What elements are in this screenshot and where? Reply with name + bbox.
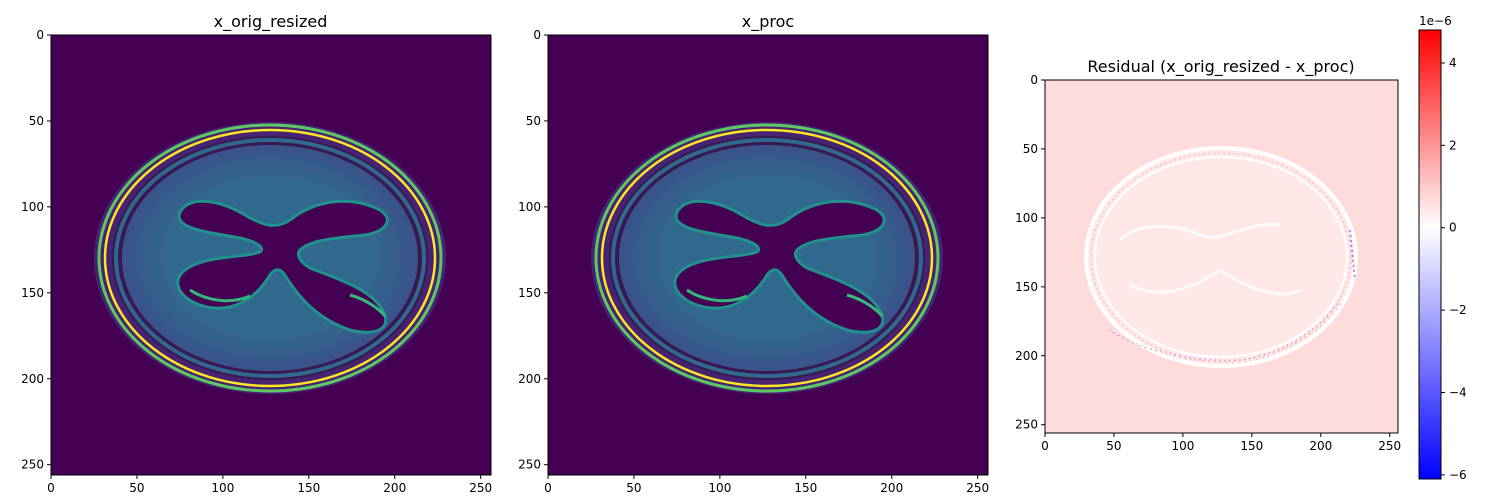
y-tick-label: 150 [518, 286, 541, 300]
colorbar-tick-label: −6 [1449, 468, 1467, 482]
y-tick-label: 150 [1015, 280, 1038, 294]
y-tick-label: 250 [1015, 418, 1038, 432]
colorbar-gradient [1419, 30, 1441, 479]
panel-title: x_proc [742, 12, 794, 32]
colorbar-tick-label: −2 [1449, 303, 1467, 317]
panel-x-orig-resized: x_orig_resized 0 50 100 150 200 250 0 50 100 150… [21, 12, 492, 495]
y-axis: 0 50 100 150 200 250 [518, 28, 548, 472]
image-background [1045, 80, 1398, 433]
colorbar-tick-label: 4 [1449, 56, 1457, 70]
brain-slice [94, 122, 446, 394]
colorbar-exponent-label: 1e−6 [1419, 14, 1452, 28]
y-axis: 0 50 100 150 200 250 [1015, 73, 1045, 432]
x-tick-label: 250 [469, 481, 492, 495]
x-axis: 0 50 100 150 200 250 [47, 475, 492, 495]
y-tick-label: 0 [533, 28, 541, 42]
panel-x-proc: x_proc 0 50 100 150 200 250 0 50 100 150 200 250 [518, 12, 989, 495]
y-tick-label: 50 [29, 114, 44, 128]
colorbar-frame [1418, 29, 1442, 480]
y-tick-label: 250 [21, 458, 44, 472]
y-tick-label: 0 [1030, 73, 1038, 87]
residual-image [1045, 80, 1398, 433]
y-tick-label: 100 [518, 200, 541, 214]
panel-residual: Residual (x_orig_resized - x_proc) 0 50 10… [1015, 57, 1401, 453]
mri-image [548, 35, 988, 475]
mri-image [51, 35, 491, 475]
residual-speckle [1084, 146, 1358, 368]
x-tick-label: 0 [47, 481, 55, 495]
colorbar-ticks: 4 2 0 −2 −4 −6 [1441, 56, 1467, 482]
y-axis: 0 50 100 150 200 250 [21, 28, 51, 472]
y-tick-label: 50 [526, 114, 541, 128]
x-tick-label: 0 [1041, 439, 1049, 453]
x-tick-label: 250 [1378, 439, 1401, 453]
x-tick-label: 100 [708, 481, 731, 495]
colorbar: 1e−6 4 2 0 −2 −4 −6 [1418, 14, 1467, 482]
y-tick-label: 200 [518, 372, 541, 386]
x-tick-label: 250 [966, 481, 989, 495]
x-axis: 0 50 100 150 200 250 [544, 475, 989, 495]
y-tick-label: 50 [1023, 142, 1038, 156]
y-tick-label: 100 [1015, 211, 1038, 225]
panel-title: Residual (x_orig_resized - x_proc) [1087, 57, 1354, 77]
x-tick-label: 50 [626, 481, 641, 495]
brain-slice [591, 122, 943, 394]
axes-frame [1044, 79, 1399, 434]
axes-frame [547, 34, 989, 476]
x-tick-label: 0 [544, 481, 552, 495]
colorbar-tick-label: −4 [1449, 385, 1467, 399]
x-tick-label: 100 [1171, 439, 1194, 453]
axes-frame [50, 34, 492, 476]
x-tick-label: 50 [129, 481, 144, 495]
y-tick-label: 100 [21, 200, 44, 214]
y-tick-label: 0 [36, 28, 44, 42]
x-tick-label: 200 [880, 481, 903, 495]
x-tick-label: 150 [1240, 439, 1263, 453]
x-tick-label: 150 [297, 481, 320, 495]
x-tick-label: 100 [211, 481, 234, 495]
y-tick-label: 200 [1015, 349, 1038, 363]
colorbar-tick-label: 0 [1449, 221, 1457, 235]
x-tick-label: 200 [383, 481, 406, 495]
y-tick-label: 250 [518, 458, 541, 472]
x-axis: 0 50 100 150 200 250 [1041, 433, 1401, 453]
colorbar-tick-label: 2 [1449, 138, 1457, 152]
y-tick-label: 200 [21, 372, 44, 386]
x-tick-label: 50 [1106, 439, 1121, 453]
panel-title: x_orig_resized [214, 12, 328, 32]
x-tick-label: 150 [794, 481, 817, 495]
y-tick-label: 150 [21, 286, 44, 300]
x-tick-label: 200 [1309, 439, 1332, 453]
